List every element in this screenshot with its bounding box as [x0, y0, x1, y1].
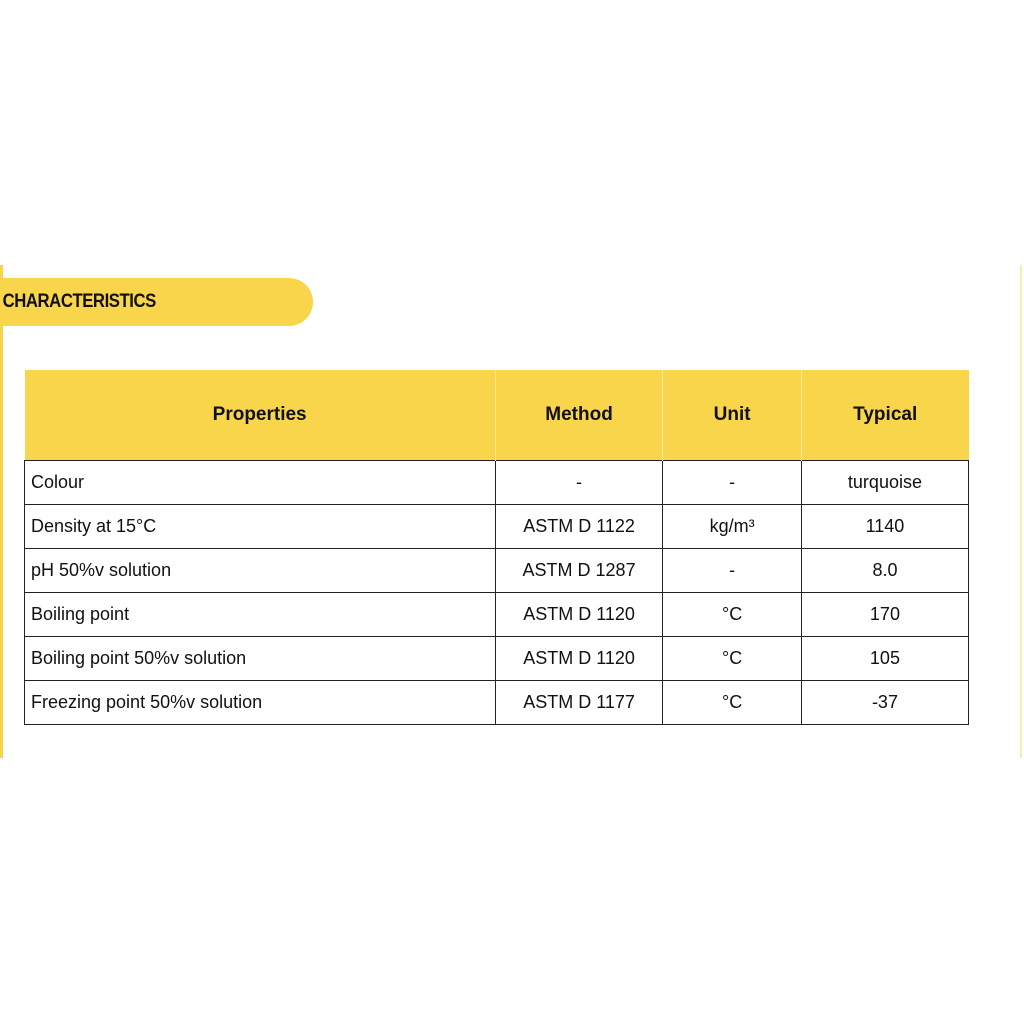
table-header-row: Properties Method Unit Typical — [24, 370, 969, 461]
cell-unit: °C — [662, 592, 802, 637]
cell-property: pH 50%v solution — [24, 548, 496, 593]
table-row: Boiling point ASTM D 1120 °C 170 — [24, 592, 970, 637]
cell-unit: - — [662, 460, 802, 505]
header-properties: Properties — [24, 370, 496, 461]
table-row: pH 50%v solution ASTM D 1287-8.0 — [24, 548, 970, 593]
cell-property: Boiling point 50%v solution — [24, 636, 496, 681]
cell-property: Freezing point 50%v solution — [24, 680, 496, 725]
cell-typical: 105 — [800, 636, 970, 681]
cell-unit: - — [662, 548, 802, 593]
cell-method: ASTM D 1122 — [494, 504, 664, 549]
cell-typical: 170 — [800, 592, 970, 637]
table-row: Freezing point 50%v solution ASTM D 1177 °… — [24, 680, 970, 725]
cell-typical: -37 — [800, 680, 970, 725]
cell-unit: °C — [662, 680, 802, 725]
cell-typical: 1140 — [800, 504, 970, 549]
cell-typical: 8.0 — [800, 548, 970, 593]
cell-method: ASTM D 1120 — [494, 636, 664, 681]
header-typical: Typical — [800, 370, 969, 461]
cell-method: ASTM D 1287 — [494, 548, 664, 593]
left-accent-rule — [0, 265, 3, 758]
table-row: Density at 15°C ASTM D 1122 kg/m³ 1140 — [24, 504, 970, 549]
cell-unit: °C — [662, 636, 802, 681]
section-title: CHARACTERISTICS — [2, 291, 157, 312]
characteristics-table: Properties Method Unit Typical Colour - - t… — [24, 370, 970, 725]
cell-property: Colour — [24, 460, 496, 505]
cell-typical: turquoise — [800, 460, 970, 505]
header-unit: Unit — [662, 370, 802, 461]
cell-unit: kg/m³ — [662, 504, 802, 549]
cell-method: ASTM D 1177 — [494, 680, 664, 725]
table-row: Boiling point 50%v solution ASTM D 1120 °C… — [24, 636, 970, 681]
cell-method: ASTM D 1120 — [494, 592, 664, 637]
section-banner: CHARACTERISTICS — [0, 278, 313, 326]
cell-property: Boiling point — [24, 592, 496, 637]
header-method: Method — [494, 370, 663, 461]
cell-property: Density at 15°C — [24, 504, 496, 549]
right-accent-rule — [1020, 265, 1022, 758]
table-row: Colour - - turquoise — [24, 460, 970, 505]
cell-method: - — [494, 460, 664, 505]
